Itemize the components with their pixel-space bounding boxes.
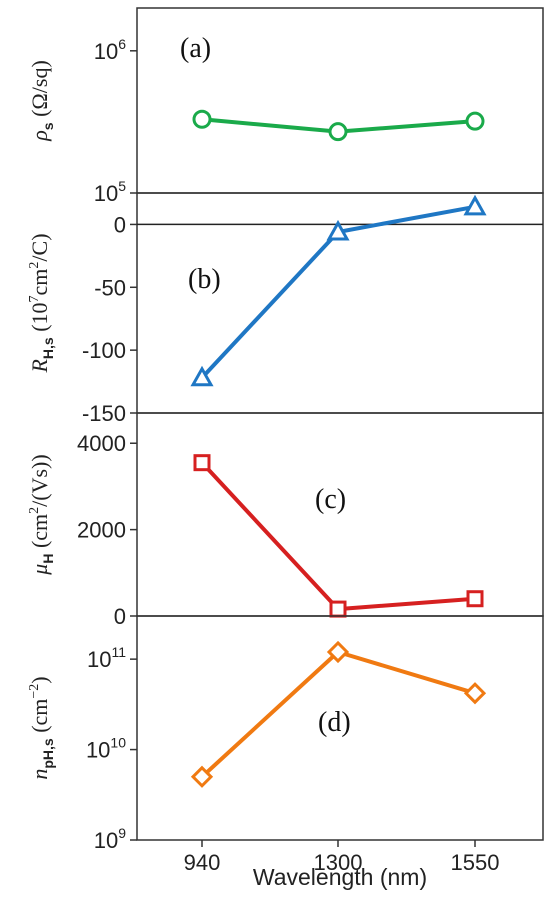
data-point <box>190 365 214 387</box>
x-tick-label: 1300 <box>314 850 363 875</box>
data-point <box>329 600 347 618</box>
panel-b: 0 -50 -100 -150 RH,s (107cm2/C) (b) <box>27 192 544 426</box>
x-tick-label: 1550 <box>451 850 500 875</box>
y-tick-label: 2000 <box>77 518 126 543</box>
panel-label: (b) <box>188 264 221 295</box>
panel-d: 1011 1010 109 npH,s (cm−2) (d) <box>27 615 544 853</box>
panel-a: 106 105 ρs (Ω/sq) (a) <box>27 7 544 206</box>
y-tick-label: 4000 <box>77 431 126 456</box>
x-tick-label: 940 <box>184 850 221 875</box>
y-axis-label: μH (cm2/(Vs)) <box>27 454 56 575</box>
panel-label: (c) <box>315 484 346 515</box>
y-axis-label: ρs (Ω/sq) <box>27 60 56 142</box>
data-point <box>193 454 211 472</box>
y-tick-label: -50 <box>94 275 126 300</box>
data-point <box>466 590 484 608</box>
data-point <box>326 219 350 241</box>
data-point <box>190 765 214 788</box>
y-tick-label: -150 <box>82 401 126 426</box>
x-axis-label: Wavelength (nm) <box>253 864 427 890</box>
data-point <box>326 640 350 664</box>
data-point <box>192 109 212 129</box>
y-tick-label: -100 <box>82 338 126 363</box>
y-tick-label: 0 <box>114 604 126 629</box>
y-tick-label: 106 <box>94 36 126 64</box>
panel-frame <box>136 615 544 841</box>
x-axis: Wavelength (nm) 940 1300 1550 <box>184 840 500 890</box>
y-tick-label: 1010 <box>86 735 126 763</box>
data-point <box>465 111 485 131</box>
y-tick-label: 105 <box>94 178 126 206</box>
y-tick-label: 109 <box>94 825 126 853</box>
data-point <box>463 194 487 216</box>
data-point <box>328 122 348 142</box>
panel-c: 4000 2000 0 μH (cm2/(Vs)) (c) <box>27 412 544 629</box>
y-axis-label: RH,s (107cm2/C) <box>27 233 56 373</box>
panel-label: (d) <box>318 707 351 738</box>
y-tick-label: 0 <box>114 212 126 237</box>
data-point <box>463 682 487 705</box>
panel-label: (a) <box>180 33 211 64</box>
panels: 106 105 ρs (Ω/sq) (a) 0 -50 -100 -150 RH,s (107c… <box>27 7 544 853</box>
y-axis-label: npH,s (cm−2) <box>27 676 56 779</box>
y-tick-label: 1011 <box>87 644 126 672</box>
